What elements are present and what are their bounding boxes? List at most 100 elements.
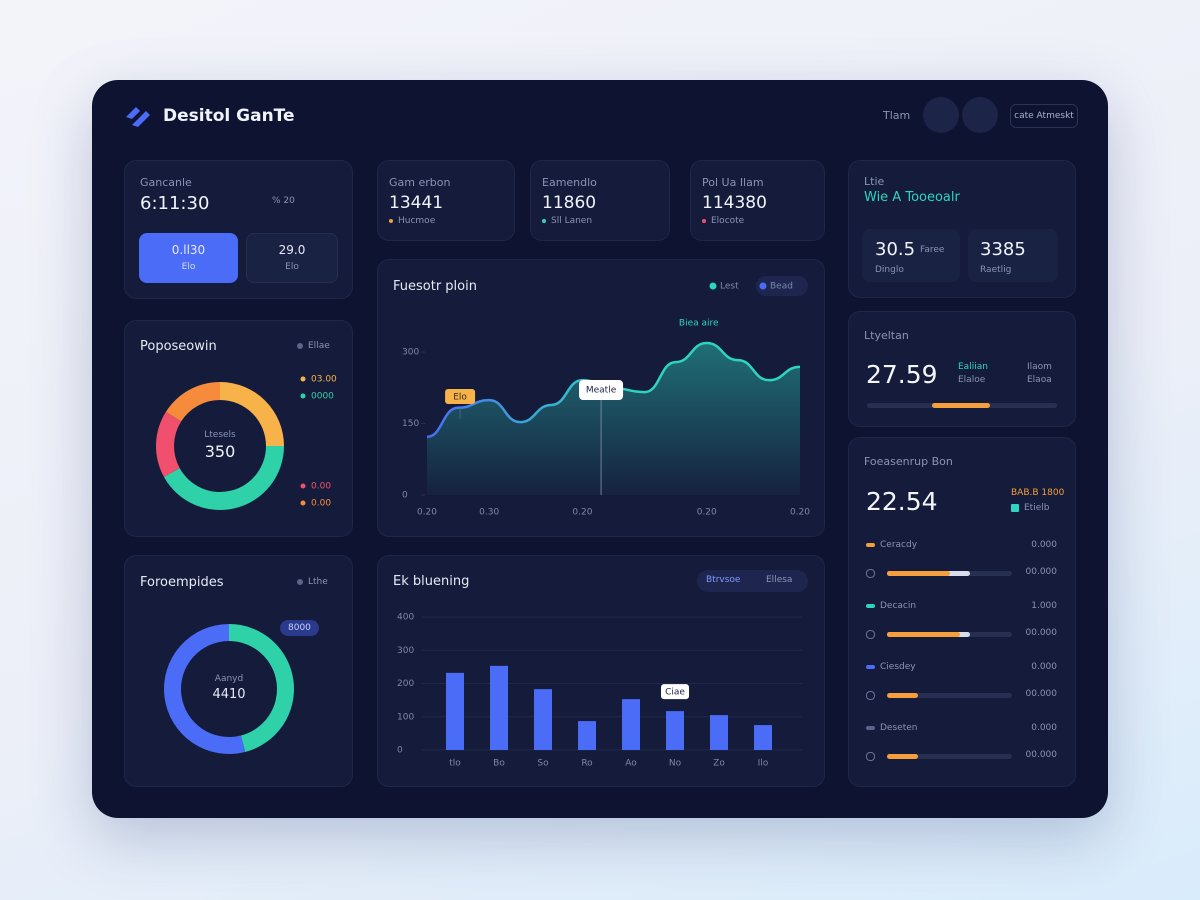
callout bbox=[661, 684, 689, 700]
card-title: Foroempides bbox=[140, 575, 224, 590]
area-fill bbox=[427, 343, 800, 495]
callout-text: Ciae bbox=[665, 688, 685, 698]
area-chart: 0 150 300 0.20 0.30 0.20 0.20 0.20 Lest Bead Biea … bbox=[402, 282, 810, 518]
donut-slice bbox=[163, 624, 246, 754]
row-bar bbox=[887, 571, 950, 576]
legend-dot bbox=[300, 393, 306, 399]
donut-chart bbox=[163, 624, 294, 754]
stat-note-text: Hucmoe bbox=[398, 216, 436, 226]
summary-value: 6:11:30 bbox=[140, 193, 210, 214]
x-tick-label: 0.20 bbox=[572, 508, 592, 518]
action-button[interactable]: cate Atmeskt bbox=[1010, 104, 1078, 128]
tooltip bbox=[579, 380, 624, 400]
bar bbox=[666, 711, 684, 750]
donut-slice bbox=[163, 446, 284, 510]
overview-tile-label: Raetlig bbox=[980, 265, 1012, 275]
tooltip-text: Elo bbox=[453, 393, 467, 403]
center-value: 4410 bbox=[212, 687, 246, 702]
nav-link[interactable]: Tlam bbox=[883, 109, 911, 122]
level-note: Elaloe bbox=[958, 375, 986, 385]
row-name: Deseten bbox=[880, 723, 918, 733]
level-note: Ilaom bbox=[1027, 362, 1052, 372]
row-track bbox=[887, 693, 1012, 698]
filter-option[interactable]: Btrvsoe bbox=[706, 575, 741, 585]
x-tick-label: 0.30 bbox=[479, 508, 499, 518]
legend-entry: Ellae bbox=[297, 341, 330, 351]
avatar-button[interactable] bbox=[962, 97, 998, 133]
row-dot bbox=[866, 543, 875, 547]
x-tick-label: 0.20 bbox=[790, 508, 810, 518]
row-bar bbox=[887, 693, 919, 698]
stat-card bbox=[377, 160, 515, 241]
stat-dot bbox=[542, 218, 546, 223]
legend-pill bbox=[756, 276, 808, 296]
legend-dot bbox=[300, 500, 306, 506]
row-dot bbox=[866, 726, 875, 730]
legend-entry: Lthe bbox=[297, 577, 328, 587]
tile-active[interactable] bbox=[139, 233, 238, 283]
slice-label: 0.00 bbox=[311, 482, 331, 492]
stat-value: 114380 bbox=[702, 193, 767, 213]
donut-slice bbox=[229, 624, 294, 752]
legend-dot bbox=[300, 376, 306, 382]
tooltip bbox=[445, 389, 476, 404]
x-tick-label: Ro bbox=[581, 759, 593, 769]
row-name: Decacin bbox=[880, 601, 917, 611]
bar bbox=[534, 689, 552, 750]
row-bar bbox=[887, 632, 960, 637]
row-value: 0.000 bbox=[1031, 540, 1057, 550]
row-name: Ceracdy bbox=[880, 540, 918, 550]
x-tick-label: Bo bbox=[493, 759, 505, 769]
center-value: 350 bbox=[204, 442, 236, 461]
row-dot bbox=[866, 604, 875, 608]
center-label: Aanyd bbox=[214, 674, 244, 684]
slice-label: 0.00 bbox=[311, 499, 331, 509]
breakdown-value: 22.54 bbox=[866, 487, 938, 516]
level-title: Ltyeltan bbox=[864, 329, 909, 342]
bar bbox=[578, 721, 596, 750]
level-note: Elaoa bbox=[1027, 375, 1052, 385]
row-value: 0.000 bbox=[1031, 723, 1057, 733]
tooltip-text: Meatle bbox=[586, 386, 617, 396]
filter-pill[interactable] bbox=[697, 570, 808, 592]
x-tick-label: Ilo bbox=[758, 759, 769, 769]
overview-tile bbox=[968, 229, 1058, 282]
card-title: Ek bluening bbox=[393, 574, 470, 589]
bar bbox=[622, 699, 640, 750]
tile[interactable] bbox=[246, 233, 338, 283]
logo bbox=[126, 107, 150, 127]
breakdown-card bbox=[848, 437, 1076, 787]
overview-value: 3385 bbox=[980, 239, 1026, 260]
donut-slice bbox=[156, 411, 182, 477]
stat-note-text: Elocote bbox=[711, 216, 745, 226]
stat-card bbox=[530, 160, 670, 241]
stat-label: Pol Ua Ilam bbox=[702, 176, 764, 189]
row-value: 0.000 bbox=[1031, 662, 1057, 672]
y-tick-label: 200 bbox=[397, 679, 414, 689]
row-track bbox=[887, 754, 1012, 759]
app-title: Desitol GanTe bbox=[163, 106, 295, 126]
stat-label: Eamendlo bbox=[542, 176, 597, 189]
x-tick-label: 0.20 bbox=[697, 508, 717, 518]
row-amount: 00.000 bbox=[1025, 628, 1058, 638]
row-icon bbox=[866, 630, 875, 639]
x-tick-label: 0.20 bbox=[417, 508, 437, 518]
y-tick-label: 0 bbox=[402, 491, 408, 501]
bar bbox=[446, 672, 464, 750]
legend-text: Lthe bbox=[308, 577, 328, 587]
row-value: 1.000 bbox=[1031, 601, 1057, 611]
badge: 8000 bbox=[280, 620, 319, 636]
filter-option[interactable]: Ellesa bbox=[766, 575, 793, 585]
peak-label: Biea aire bbox=[679, 319, 719, 329]
donut-slice bbox=[165, 382, 220, 422]
level-bar bbox=[931, 403, 991, 408]
slice-label: 03.00 bbox=[311, 375, 337, 385]
overview-tile bbox=[862, 229, 960, 282]
side-note-text: Etielb bbox=[1024, 503, 1050, 513]
row-icon bbox=[866, 752, 875, 761]
legend-text: Ellae bbox=[308, 341, 330, 351]
level-value: 27.59 bbox=[866, 360, 938, 389]
icon-button[interactable] bbox=[923, 97, 959, 133]
y-tick-label: 300 bbox=[402, 348, 419, 358]
